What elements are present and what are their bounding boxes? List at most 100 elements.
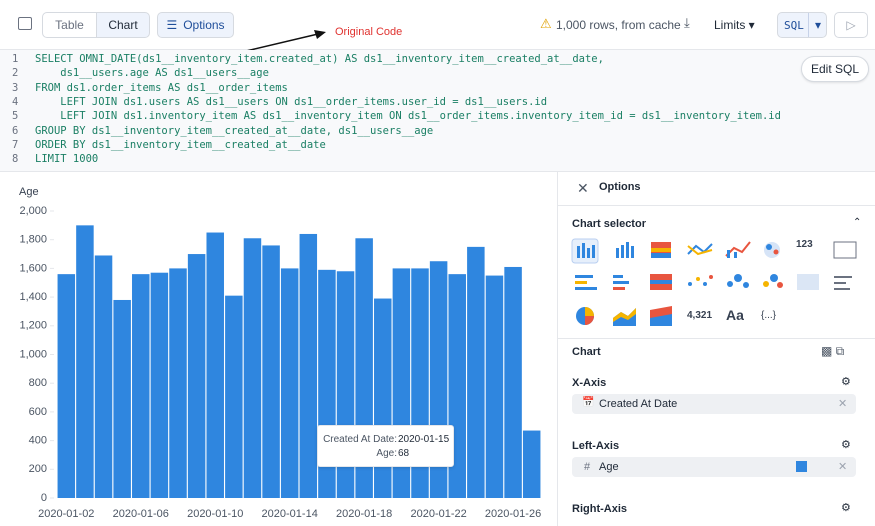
code-line: SELECT OMNI_DATE(ds1__inventory_item.cre…	[35, 53, 604, 65]
x-tick-label: 2020-01-14	[262, 508, 318, 520]
sidebar-toggle[interactable]	[18, 17, 32, 30]
code-line: LEFT JOIN ds1.inventory_item AS ds1__inv…	[35, 110, 781, 123]
panel-title: Options	[599, 181, 641, 193]
sql-button[interactable]: SQL ▾	[777, 12, 827, 38]
x-tick-label: 2020-01-26	[485, 508, 541, 520]
y-tick-label: 1,400	[19, 291, 47, 303]
bar	[76, 225, 94, 498]
bar	[504, 266, 522, 498]
line-number: 7	[12, 138, 19, 151]
bar	[187, 254, 206, 498]
x-tick-label: 2020-01-22	[410, 508, 466, 520]
y-tick-label: 800	[29, 377, 47, 389]
run-button[interactable]: ▷	[834, 12, 868, 38]
y-tick-label: 1,000	[19, 348, 47, 360]
x-tick-label: 2020-01-06	[113, 508, 169, 520]
code-line: GROUP BY ds1__inventory_item__created_at…	[35, 124, 434, 137]
settings-icon[interactable]: ⚙	[841, 376, 851, 388]
y-tick-label: 1,200	[19, 320, 47, 332]
limits[interactable]: Limits ▾	[714, 18, 755, 32]
code-line: ds1__users.age AS ds1__users__age	[35, 67, 269, 80]
y-axis-label: Age	[19, 186, 39, 198]
options-button[interactable]: ☰ Options	[157, 12, 234, 38]
color-swatch[interactable]	[796, 461, 807, 472]
bar	[150, 272, 169, 498]
code-line: LIMIT 1000	[35, 153, 99, 166]
icon-text: 123	[796, 239, 813, 250]
section-title: Chart selector	[572, 218, 646, 230]
axis-title: X-Axis	[572, 377, 607, 389]
bar	[94, 255, 113, 498]
section-title: Chart	[572, 346, 601, 358]
table-tab[interactable]: Table	[42, 12, 97, 38]
field-label: Created At Date	[599, 398, 678, 410]
y-tick-label: 2,000	[19, 205, 47, 217]
download-icon[interactable]: ⤓	[684, 15, 690, 30]
tooltip-label: Age:	[376, 448, 397, 459]
x-tick-label: 2020-01-10	[187, 508, 243, 520]
bar	[243, 238, 262, 498]
bar	[467, 246, 485, 498]
bar	[374, 298, 392, 498]
line-number: 3	[12, 81, 19, 94]
limits-label: Limits	[714, 18, 746, 32]
x-tick-label: 2020-01-18	[336, 508, 392, 520]
settings-icon[interactable]: ⚙	[841, 502, 851, 514]
warning-icon: ⚠	[540, 16, 552, 31]
x-tick-label: 2020-01-02	[38, 508, 94, 520]
bar	[225, 295, 243, 498]
options-label: Options	[183, 18, 225, 32]
y-tick-label: 0	[41, 492, 47, 504]
y-tick-label: 1,600	[19, 262, 47, 274]
chart: Age 0 200 400 600 800 1,000 1,200 1,400 1,600 1,8…	[19, 186, 541, 520]
field-label: Age	[599, 461, 619, 473]
sql-label: SQL	[784, 18, 804, 32]
chart-tab[interactable]: Chart	[96, 12, 150, 38]
sql-editor[interactable]: 1 SELECT OMNI_DATE(ds1__inventory_item.cr…	[0, 50, 875, 172]
tooltip: Created At Date: 2020-01-15 Age: 68	[317, 425, 454, 467]
y-tick-label: 600	[29, 406, 47, 418]
chart-selector	[571, 238, 857, 326]
code-line: FROM ds1.order_items AS ds1__order_items	[35, 81, 288, 94]
line-number: 2	[12, 67, 19, 80]
bar	[299, 233, 318, 498]
bar	[113, 299, 131, 498]
line-number: 8	[12, 153, 19, 166]
bar	[132, 274, 150, 498]
bar	[485, 275, 504, 498]
settings-icon[interactable]: ⚙	[841, 439, 851, 451]
bar	[262, 245, 280, 498]
code-line: ORDER BY ds1__inventory_item__created_at…	[35, 138, 326, 151]
chart-icons[interactable]: ▩ ⧉	[821, 344, 845, 358]
icon-text: 4,321	[687, 310, 713, 321]
line-number: 1	[12, 53, 19, 65]
collapse-icon[interactable]: ⌃	[853, 217, 862, 228]
edit-sql-button[interactable]: Edit SQL	[801, 56, 869, 82]
bar	[57, 274, 76, 498]
bar	[206, 232, 224, 498]
status: 1,000 rows, from cache	[556, 18, 681, 32]
close-icon[interactable]: ✕	[577, 180, 589, 196]
line-number: 5	[12, 110, 19, 123]
axis-title: Right-Axis	[572, 503, 627, 515]
left-field[interactable]: # Age ✕	[572, 457, 856, 477]
y-tick-label: 200	[29, 463, 47, 475]
line-number: 4	[12, 95, 19, 108]
annotation: Original Code	[335, 26, 403, 38]
y-tick-label: 1,800	[19, 234, 47, 246]
tooltip-value: 2020-01-15	[398, 434, 450, 445]
toolbar: Table Chart ☰ Options Original Code ⚠ 1,0…	[0, 0, 875, 50]
code-line: LEFT JOIN ds1.users AS ds1__users ON ds1…	[35, 95, 548, 108]
axis-title: Left-Axis	[572, 440, 620, 452]
line-number: 6	[12, 124, 19, 137]
tooltip-value: 68	[398, 448, 410, 459]
x-field[interactable]: 📅 Created At Date ✕	[572, 394, 856, 414]
tooltip-label: Created At Date:	[323, 434, 397, 445]
icon-text: {...}	[761, 310, 777, 321]
bar	[169, 268, 187, 498]
y-tick-label: 400	[29, 435, 47, 447]
icon-text: Aa	[726, 307, 744, 323]
bar	[280, 268, 299, 498]
bar	[522, 430, 541, 498]
